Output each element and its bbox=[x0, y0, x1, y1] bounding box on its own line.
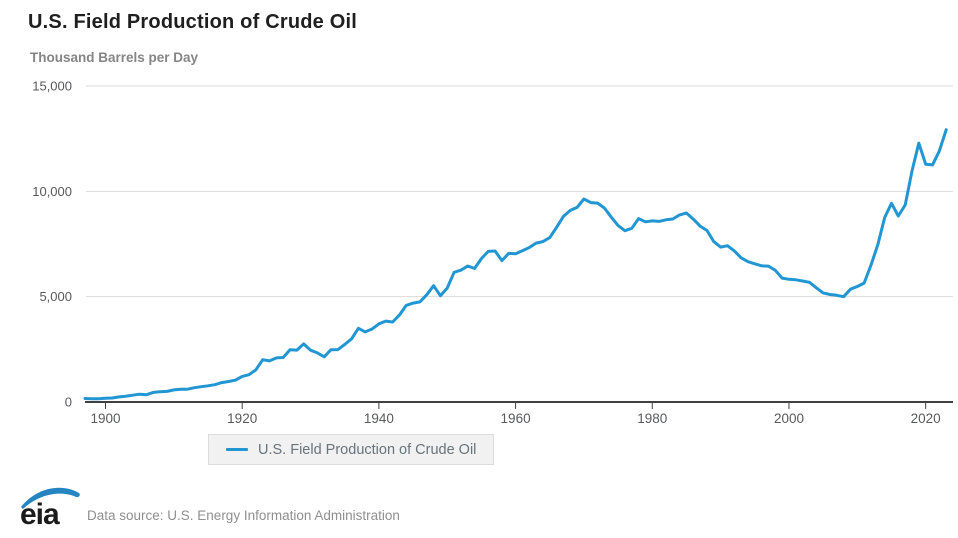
legend-line-swatch bbox=[226, 448, 248, 451]
x-tick-label: 2000 bbox=[774, 411, 804, 426]
x-tick-label: 1920 bbox=[227, 411, 257, 426]
y-axis-units-label: Thousand Barrels per Day bbox=[30, 50, 199, 65]
y-tick-label: 10,000 bbox=[32, 184, 72, 199]
eia-logo-letters: eia bbox=[20, 498, 60, 531]
page-title: U.S. Field Production of Crude Oil bbox=[28, 11, 358, 33]
line-chart: 0 5,000 10,000 15,000 1900 1920 1940 1960 1980 20… bbox=[32, 79, 953, 426]
y-tick-label: 5,000 bbox=[39, 289, 72, 304]
x-tick-label: 1960 bbox=[501, 411, 531, 426]
series-line bbox=[83, 128, 948, 401]
eia-logo: eia bbox=[20, 487, 80, 531]
legend-label: U.S. Field Production of Crude Oil bbox=[258, 441, 477, 458]
y-tick-label: 15,000 bbox=[32, 79, 72, 94]
eia-logo-swoosh-icon bbox=[21, 487, 80, 509]
data-source-text: Data source: U.S. Energy Information Adm… bbox=[87, 508, 400, 523]
x-tick-label: 1980 bbox=[637, 411, 667, 426]
x-tick-label: 1940 bbox=[364, 411, 394, 426]
y-tick-label: 0 bbox=[65, 395, 72, 410]
x-tick-label: 1900 bbox=[90, 411, 120, 426]
legend[interactable]: U.S. Field Production of Crude Oil bbox=[208, 434, 495, 465]
x-tick-label: 2020 bbox=[911, 411, 941, 426]
